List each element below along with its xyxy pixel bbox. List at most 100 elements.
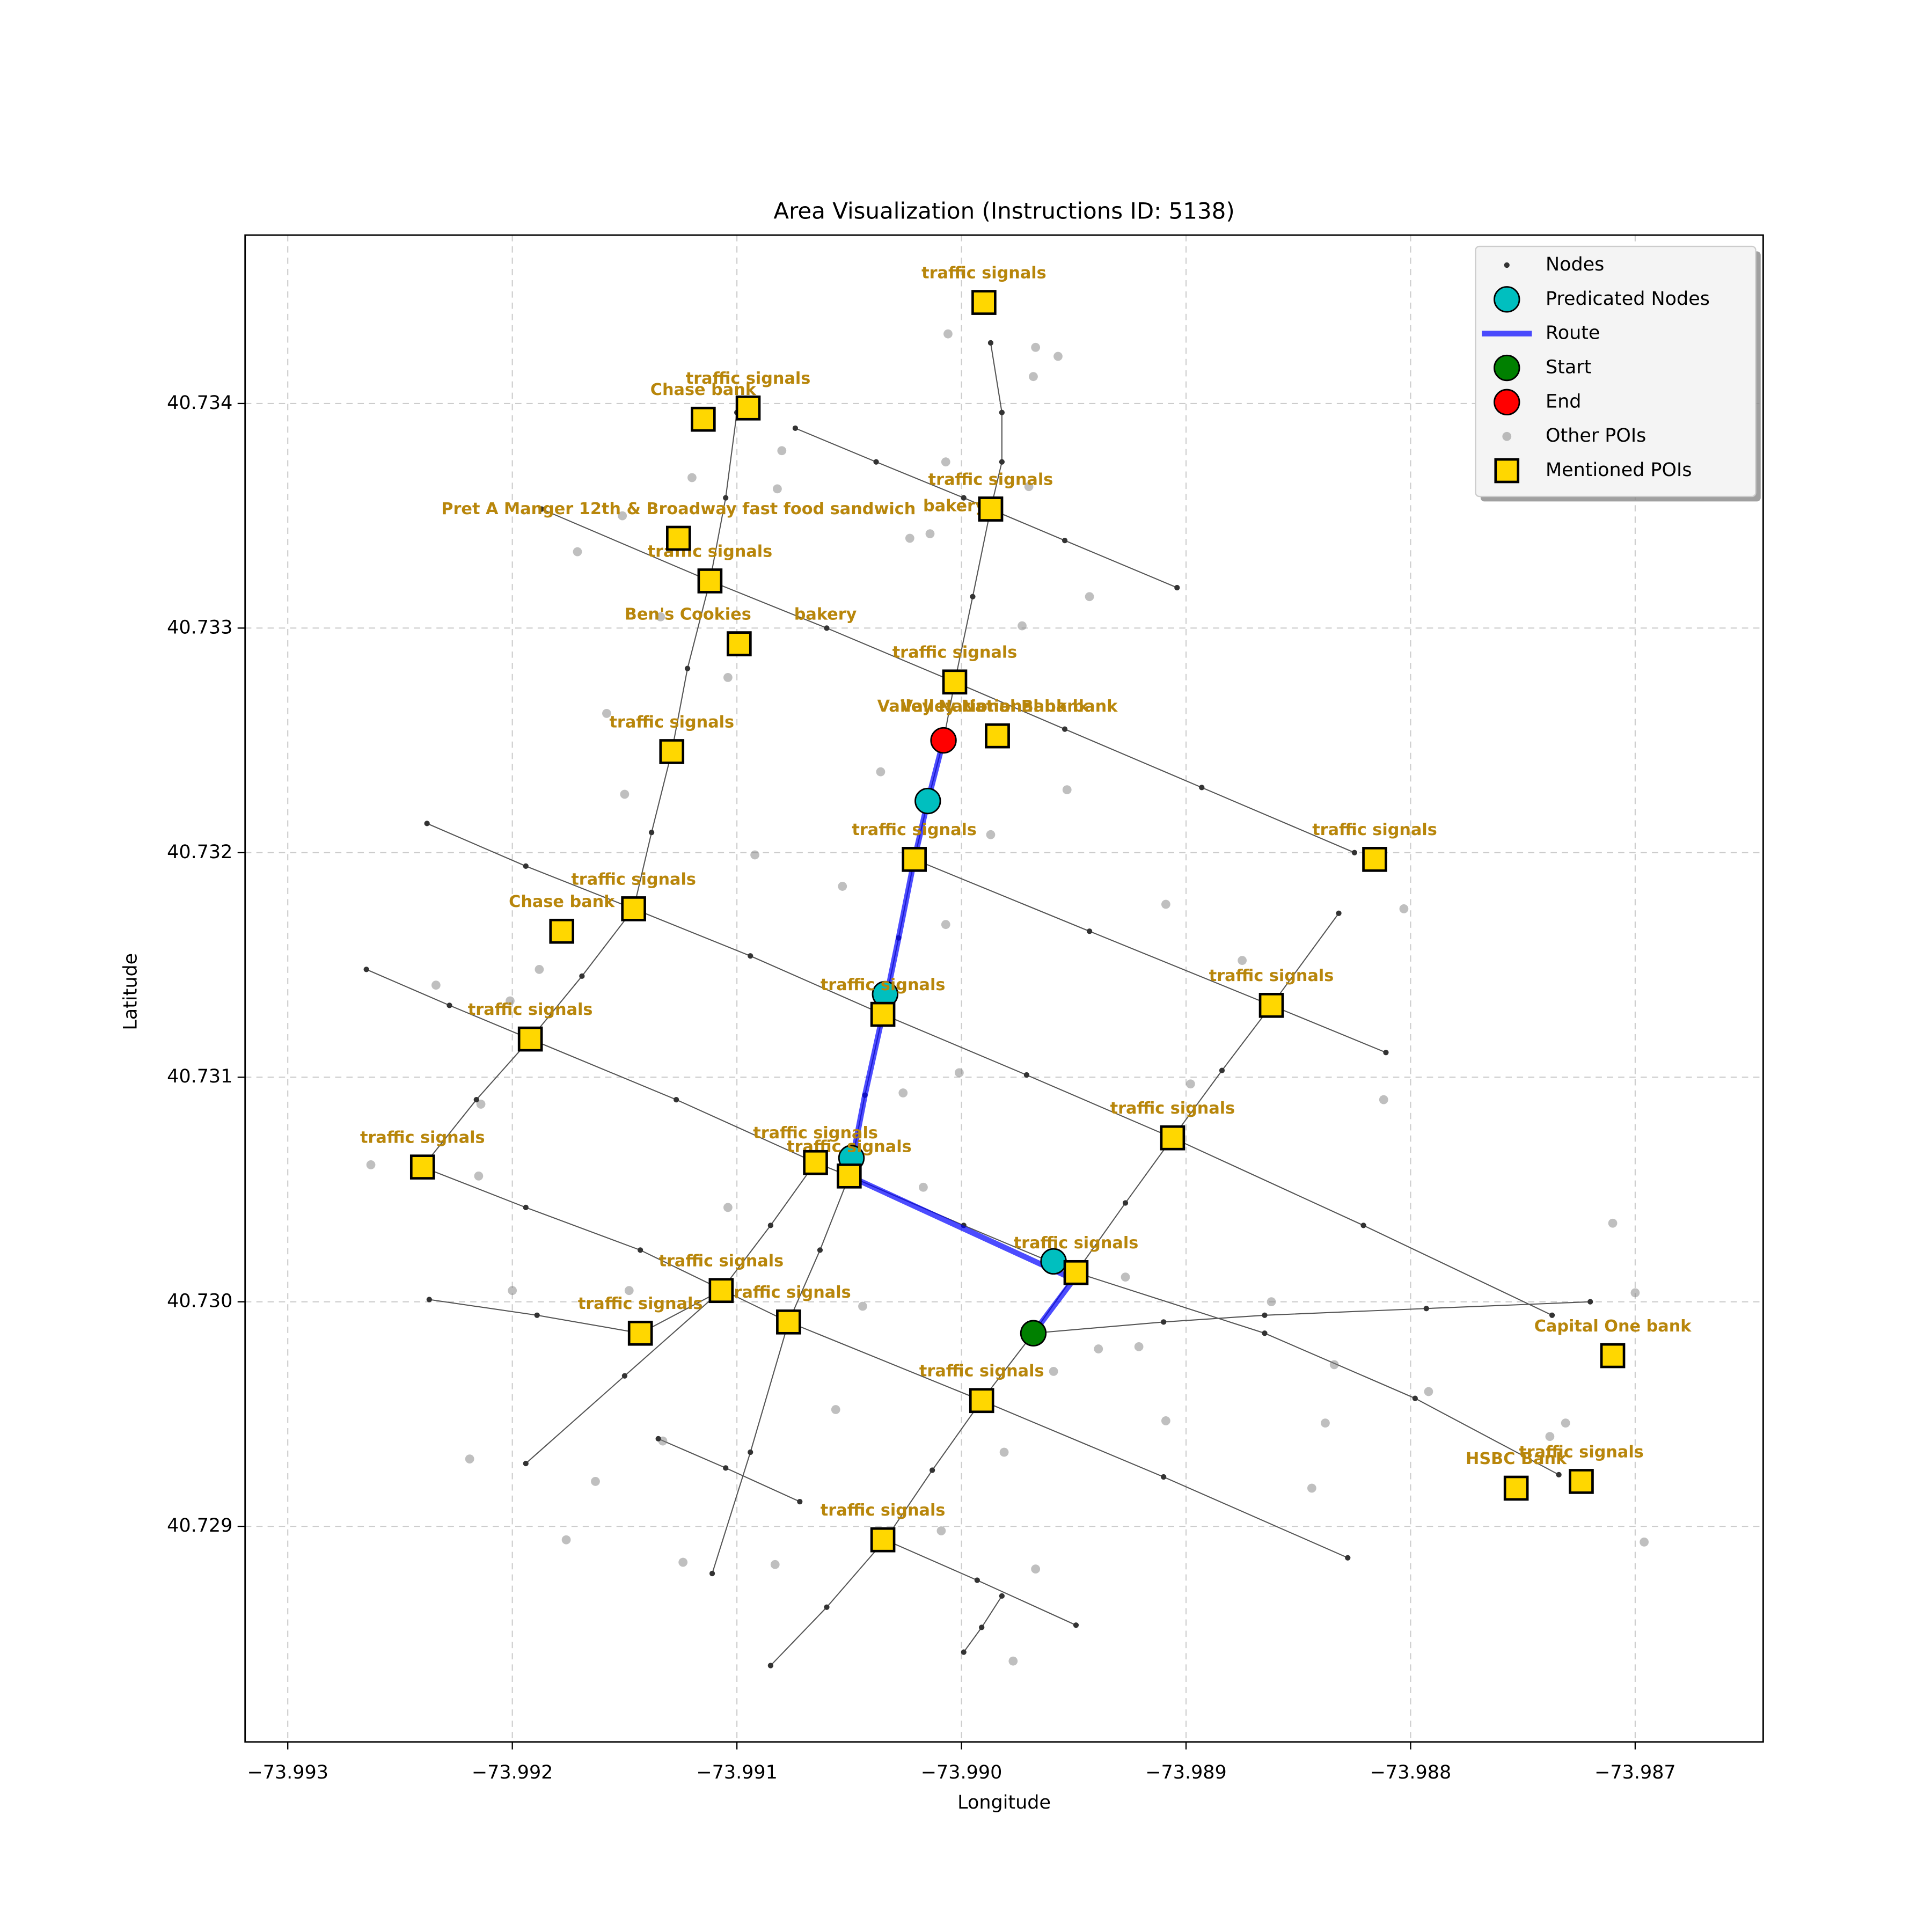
other-poi	[1630, 1288, 1640, 1298]
other-poi	[1561, 1418, 1570, 1428]
node	[1423, 1306, 1429, 1312]
node	[723, 495, 729, 501]
node	[824, 1604, 830, 1610]
other-poi	[770, 1560, 780, 1569]
node	[1412, 1395, 1418, 1401]
other-poi	[777, 446, 787, 456]
node	[824, 625, 830, 631]
other-poi	[1424, 1387, 1433, 1396]
node	[930, 1467, 935, 1473]
end-node	[930, 727, 957, 754]
legend-box	[1475, 245, 1757, 497]
node	[961, 495, 967, 501]
mentioned-poi	[409, 1154, 435, 1180]
x-tick-label: −73.993	[247, 1762, 328, 1783]
other-poi	[898, 1088, 908, 1097]
y-tick-label: 40.731	[167, 1066, 232, 1087]
mentioned-poi	[517, 1026, 543, 1052]
node	[748, 1449, 753, 1455]
node	[523, 1460, 529, 1467]
poi-label: Ben's Cookies	[625, 605, 751, 624]
mentioned-poi	[691, 406, 716, 432]
other-poi	[723, 673, 733, 682]
node	[648, 829, 655, 836]
poi-label: traffic signals	[659, 1252, 784, 1271]
x-tick-label: −73.990	[921, 1762, 1002, 1783]
other-poi	[656, 612, 665, 621]
legend-marker	[1494, 389, 1520, 416]
node	[523, 863, 529, 869]
legend-label: Predicated Nodes	[1546, 288, 1710, 310]
mentioned-poi	[969, 1388, 994, 1414]
mentioned-poi	[1569, 1469, 1594, 1494]
other-poi	[465, 1454, 474, 1463]
node	[1219, 1067, 1225, 1073]
mentioned-poi	[1258, 993, 1284, 1018]
node	[538, 506, 545, 512]
y-tick-label: 40.730	[167, 1291, 232, 1312]
y-tick-label: 40.733	[167, 617, 232, 638]
other-poi	[1094, 1344, 1103, 1353]
other-poi	[366, 1160, 376, 1169]
poi-label: Pret A Manger 12th & Broadway fast food …	[441, 500, 916, 518]
legend-label: Start	[1546, 357, 1591, 378]
other-poi	[535, 964, 544, 974]
legend-marker	[1494, 354, 1520, 382]
other-poi	[943, 329, 953, 339]
legend-label: Route	[1546, 323, 1600, 344]
other-poi	[750, 850, 759, 860]
other-poi	[1018, 621, 1027, 631]
poi-label: traffic signals	[686, 369, 811, 388]
node	[579, 973, 585, 979]
other-poi	[858, 1301, 867, 1311]
other-poi	[1161, 899, 1170, 909]
x-tick-label: −73.987	[1594, 1762, 1676, 1783]
node	[1383, 1050, 1389, 1056]
node	[473, 1096, 479, 1103]
poi-label: traffic signals	[821, 1501, 946, 1520]
other-poi	[1031, 342, 1041, 352]
chart-title: Area Visualization (Instructions ID: 513…	[773, 198, 1234, 224]
other-poi	[1134, 1342, 1144, 1351]
node	[363, 967, 369, 972]
poi-label: HSBC Bank	[1466, 1450, 1567, 1468]
other-poi	[1008, 1656, 1018, 1666]
node	[767, 1663, 774, 1668]
mentioned-poi	[735, 395, 761, 421]
other-poi	[1062, 785, 1072, 795]
other-poi	[1321, 1418, 1330, 1428]
node	[817, 1247, 823, 1253]
other-poi	[905, 533, 914, 543]
node	[1023, 1072, 1030, 1078]
poi-label: traffic signals	[1110, 1099, 1235, 1118]
legend-label: End	[1546, 391, 1581, 412]
node	[534, 1312, 540, 1318]
node	[987, 340, 994, 346]
other-poi	[1238, 956, 1247, 965]
mentioned-poi	[1600, 1343, 1626, 1368]
other-poi	[986, 830, 996, 839]
other-poi	[838, 882, 847, 891]
other-poi	[1307, 1483, 1316, 1493]
other-poi	[678, 1557, 688, 1567]
x-axis-label: Longitude	[957, 1792, 1051, 1813]
node	[1262, 1330, 1268, 1336]
poi-label: traffic signals	[921, 264, 1046, 282]
poi-label: traffic signals	[753, 1124, 878, 1143]
mentioned-poi	[978, 496, 1004, 522]
other-poi	[999, 1447, 1009, 1457]
node	[792, 425, 799, 431]
x-tick-label: −73.989	[1145, 1762, 1227, 1783]
poi-label: traffic signals	[919, 1362, 1044, 1381]
mentioned-poi	[870, 1001, 896, 1027]
poi-label: Valley National Bank bank	[877, 697, 1118, 716]
node	[523, 1204, 529, 1211]
mentioned-poi	[971, 290, 997, 315]
legend-label: Other POIs	[1546, 425, 1646, 447]
other-poi	[941, 920, 950, 930]
poi-label: Capital One bank	[1534, 1317, 1692, 1336]
node	[1336, 910, 1342, 916]
poi-label: traffic signals	[1312, 821, 1437, 839]
